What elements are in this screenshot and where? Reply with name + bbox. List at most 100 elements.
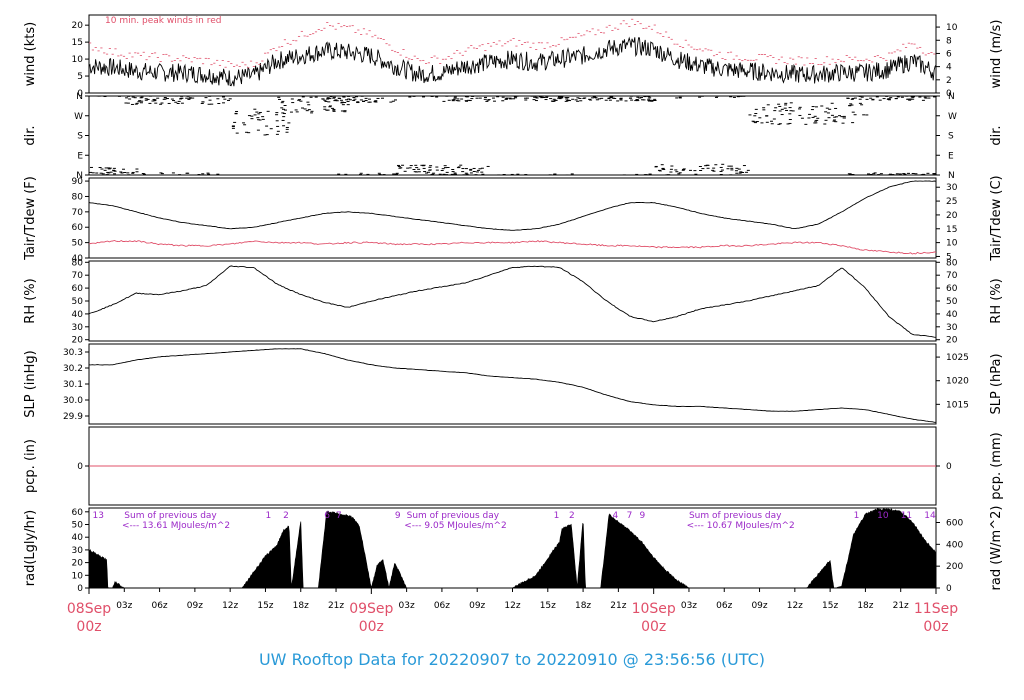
dir-right-tick-label: W [948,112,957,122]
x-date-label: 08Sep [67,601,111,617]
rad-annotation: 4 [612,511,618,521]
temp-ylabel-right: Tair/Tdew (C) [989,175,1004,261]
x-tick-label: 15z [257,601,273,611]
temp-tdew-line [88,239,937,255]
x-tick-label: 06z [434,601,450,611]
wind-ylabel-right: wind (m/s) [989,20,1004,89]
dir-right-tick-label: N [948,92,955,102]
rad-annotation: 2 [569,511,575,521]
wind-speed-line [88,36,937,87]
x-date-label: 10Sep [632,601,676,617]
pcp-panel [85,426,940,506]
rh-rh-line [88,265,937,338]
temp-left-tick-label: 90 [72,177,84,187]
temp-right-tick-label: 5 [946,252,952,262]
rad-left-tick-label: 60 [72,508,84,518]
wind-left-tick-label: 0 [77,89,83,99]
temp-right-tick-label: 25 [946,197,957,207]
x-tick-label: 06z [151,601,167,611]
x-tick-label: 15z [540,601,556,611]
temp-right-tick-label: 10 [946,239,958,249]
x-date-hour-label: 00z [359,619,384,635]
x-tick-label: 09z [187,601,203,611]
dir-ylabel-right: dir. [989,125,1004,145]
rad-right-tick-label: 200 [946,562,963,572]
x-tick-label: 21z [610,601,626,611]
rad-left-tick-label: 30 [72,546,84,556]
x-date-hour-label: 00z [923,619,948,635]
wind-left-tick-label: 20 [72,21,84,31]
wind-right-tick-label: 4 [946,63,952,73]
rad-right-tick-label: 0 [946,584,952,594]
rh-left-tick-label: 70 [72,271,84,281]
x-tick-label: 12z [222,601,238,611]
wind-right-tick-label: 8 [946,36,952,46]
rad-annotation: 7 [627,511,633,521]
slp-left-tick-label: 30.1 [63,380,83,390]
rad-annotation: Sum of previous day [689,511,782,521]
rad-left-tick-label: 20 [72,559,84,569]
temp-right-tick-label: 20 [946,211,958,221]
rh-right-tick-label: 20 [946,336,958,346]
rad-annotation: <--- 10.67 MJoules/m^2 [687,521,795,531]
dir-left-tick-label: N [76,92,83,102]
rh-right-tick-label: 70 [946,271,958,281]
x-date-hour-label: 00z [641,619,666,635]
x-tick-label: 18z [293,601,309,611]
x-tick-label: 18z [575,601,591,611]
slp-left-tick-label: 29.9 [63,412,83,422]
dir-ylabel-left: dir. [23,125,38,145]
dir-right-tick-label: S [948,132,954,142]
x-tick-label: 12z [504,601,520,611]
chart-title: UW Rooftop Data for 20220907 to 20220910… [259,650,765,669]
x-tick-label: 03z [116,601,132,611]
rh-left-tick-label: 40 [72,310,84,320]
temp-left-tick-label: 70 [72,208,84,218]
rad-left-tick-label: 10 [72,571,84,581]
slp-panel [85,343,940,425]
x-tick-label: 18z [857,601,873,611]
x-tick-label: 21z [893,601,909,611]
rad-annotation: 14 [924,511,936,521]
wind-panel [85,14,940,94]
rad-left-tick-label: 40 [72,533,84,543]
wind-right-tick-label: 2 [946,76,952,86]
temp-right-tick-label: 15 [946,225,957,235]
temp-tair-line [88,180,937,231]
rad-right-tick-label: 600 [946,518,963,528]
slp-ylabel-left: SLP (inHg) [23,350,38,418]
slp-left-tick-label: 30.2 [63,364,83,374]
rad-annotation: 9 [640,511,646,521]
rad-annotation: <--- 9.05 MJoules/m^2 [404,521,506,531]
temp-left-tick-label: 50 [72,239,84,249]
temp-frame [88,177,937,259]
rh-left-tick-label: 60 [72,284,84,294]
rad-annotation: 2 [283,511,289,521]
slp-right-tick-label: 1020 [946,377,969,387]
rad-annotation: Sum of previous day [407,511,500,521]
rh-ylabel-right: RH (%) [989,278,1004,323]
pcp-ylabel-left: pcp. (in) [23,439,38,493]
rad-annotation: 9 [395,511,401,521]
rh-right-tick-label: 80 [946,258,958,268]
rh-left-tick-label: 20 [72,336,84,346]
slp-right-tick-label: 1015 [946,400,969,410]
rad-annotation: 7 [336,511,342,521]
temp-left-tick-label: 40 [72,254,84,264]
wind-right-tick-label: 0 [946,89,952,99]
rad-annotation: 1 [854,511,860,521]
x-date-label: 11Sep [914,601,958,617]
rad-annotation: 13 [93,511,104,521]
x-tick-label: 03z [681,601,697,611]
slp-ylabel-right: SLP (hPa) [989,353,1004,414]
x-tick-label: 03z [399,601,415,611]
rad-left-tick-label: 50 [72,521,84,531]
dir-left-tick-label: S [77,132,83,142]
wind-right-tick-label: 6 [946,49,952,59]
temp-panel [85,177,940,259]
wind-left-tick-label: 10 [72,55,84,65]
dir-panel [85,95,940,176]
rad-annotation: 1 [554,511,560,521]
rh-left-tick-label: 50 [72,297,84,307]
